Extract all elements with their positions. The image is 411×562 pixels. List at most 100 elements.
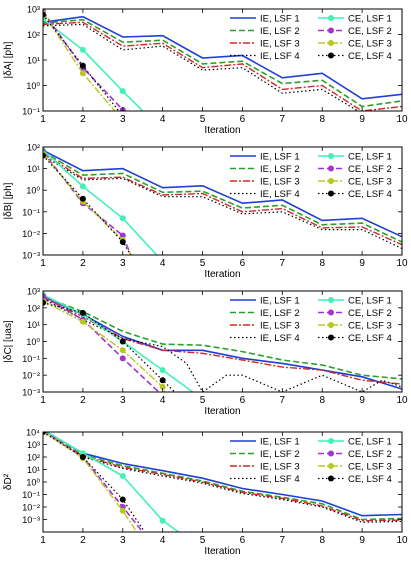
legend-label: IE, LSF 4 <box>260 474 300 485</box>
legend: IE, LSF 1IE, LSF 2 IE, LSF 3IE, LSF 4 CE, … <box>230 14 392 62</box>
x-tick-label: 5 <box>200 114 206 125</box>
data-point <box>79 195 86 202</box>
data-point <box>43 16 46 23</box>
data-point <box>119 338 126 345</box>
data-point <box>119 496 126 503</box>
x-tick-label: 1 <box>40 114 46 125</box>
y-tick-label: 10² <box>27 30 40 40</box>
data-point <box>119 355 126 362</box>
y-tick-label: 10² <box>27 143 40 153</box>
legend-marker <box>328 450 334 457</box>
series-line-ce-lsf4 <box>43 432 146 532</box>
x-tick-label: 7 <box>280 535 286 546</box>
series-line-ce-lsf1 <box>43 293 194 392</box>
x-tick-label: 9 <box>359 258 365 269</box>
legend-label: CE, LSF 2 <box>348 164 392 175</box>
series-line-ce-lsf4 <box>43 155 132 255</box>
legend-label: CE, LSF 1 <box>348 296 392 307</box>
legend-marker <box>328 153 334 159</box>
x-tick-label: 8 <box>319 258 325 269</box>
series-line-ie-lsf4 <box>43 432 402 523</box>
series-group <box>43 147 402 255</box>
legend-marker <box>328 40 334 46</box>
data-point <box>79 318 86 325</box>
x-tick-label: 9 <box>359 535 365 546</box>
legend-marker <box>328 27 334 34</box>
data-point <box>119 232 126 239</box>
legend-label: CE, LSF 3 <box>348 321 392 332</box>
legend-label: IE, LSF 4 <box>260 51 300 62</box>
legend: IE, LSF 1IE, LSF 2 IE, LSF 3IE, LSF 4 CE, … <box>230 152 392 200</box>
data-point <box>79 46 86 53</box>
x-tick-label: 1 <box>40 535 46 546</box>
y-tick-label: 10¹ <box>27 465 40 475</box>
x-tick-label: 2 <box>80 395 86 406</box>
series-line-ie-lsf4 <box>43 298 402 392</box>
data-point <box>43 293 46 300</box>
y-tick-label: 10⁰ <box>26 186 40 196</box>
x-tick-label: 6 <box>240 395 246 406</box>
legend-marker <box>328 463 334 469</box>
data-point <box>43 11 46 18</box>
y-tick-label: 10⁰ <box>26 81 40 91</box>
x-tick-label: 3 <box>120 395 126 406</box>
legend-label: IE, LSF 3 <box>260 39 300 50</box>
x-axis-label: Iteration <box>204 406 240 417</box>
legend-label: CE, LSF 1 <box>348 437 392 448</box>
y-tick-label: 10³ <box>27 5 40 15</box>
series-group <box>43 291 402 392</box>
legend: IE, LSF 1IE, LSF 2 IE, LSF 3IE, LSF 4 CE, … <box>230 437 392 485</box>
series-line-ie-lsf4 <box>43 155 402 250</box>
x-tick-label: 7 <box>280 395 286 406</box>
data-point <box>43 432 46 435</box>
data-point <box>159 383 166 390</box>
legend-marker <box>328 309 334 316</box>
y-tick-label: 10⁻¹ <box>22 107 40 117</box>
y-tick-label: 10² <box>27 453 40 463</box>
legend-marker <box>328 438 334 444</box>
legend-label: CE, LSF 4 <box>348 333 392 344</box>
legend-marker <box>328 475 334 482</box>
chart-panel-1: 1 2 3 4 5 6 7 8 9 10 Iteration 10⁻¹ 10⁰ 10¹ 10² 10³ |δA|… <box>3 5 408 137</box>
series-line-ie-lsf2 <box>43 296 402 380</box>
x-tick-label: 9 <box>359 395 365 406</box>
legend-label: CE, LSF 4 <box>348 189 392 200</box>
y-tick-label: 10⁻¹ <box>22 354 40 364</box>
data-point <box>159 367 166 374</box>
series-line-ce-lsf3 <box>43 300 166 392</box>
legend-marker <box>328 178 334 184</box>
legend-marker <box>328 15 334 21</box>
x-tick-label: 1 <box>40 258 46 269</box>
y-tick-label: 10¹ <box>27 56 40 66</box>
legend-label: IE, LSF 1 <box>260 437 300 448</box>
legend: IE, LSF 1IE, LSF 2 IE, LSF 3IE, LSF 4 CE, … <box>230 296 392 344</box>
x-tick-label: 2 <box>80 114 86 125</box>
x-tick-label: 5 <box>200 395 206 406</box>
y-tick-label: 10⁻³ <box>22 388 40 398</box>
series-group <box>43 9 402 111</box>
legend-label: CE, LSF 4 <box>348 51 392 62</box>
data-point <box>119 215 126 222</box>
legend-label: CE, LSF 3 <box>348 462 392 473</box>
data-point <box>43 152 46 159</box>
legend-label: IE, LSF 3 <box>260 177 300 188</box>
x-tick-label: 10 <box>396 395 408 406</box>
x-tick-label: 8 <box>319 535 325 546</box>
x-tick-label: 10 <box>396 114 408 125</box>
data-point <box>119 238 126 245</box>
series-line-ce-lsf1 <box>43 149 158 255</box>
series-line-ie-lsf2 <box>43 151 402 243</box>
x-tick-label: 3 <box>120 258 126 269</box>
legend-label: CE, LSF 2 <box>348 308 392 319</box>
series-line-ie-lsf2 <box>43 432 402 521</box>
chart-panel-4: 1 2 3 4 5 6 7 8 9 10 Iteration 10⁻³ 10⁻² 10⁻¹ 10⁰ 10¹ 10… <box>3 428 408 558</box>
y-tick-label: 10⁴ <box>26 428 40 438</box>
legend-marker <box>328 297 334 303</box>
legend-label: CE, LSF 3 <box>348 39 392 50</box>
series-line-ce-lsf1 <box>43 18 144 111</box>
data-point <box>159 517 166 524</box>
legend-marker <box>328 334 334 341</box>
legend-label: CE, LSF 3 <box>348 177 392 188</box>
series-line-ie-lsf1 <box>43 15 402 100</box>
